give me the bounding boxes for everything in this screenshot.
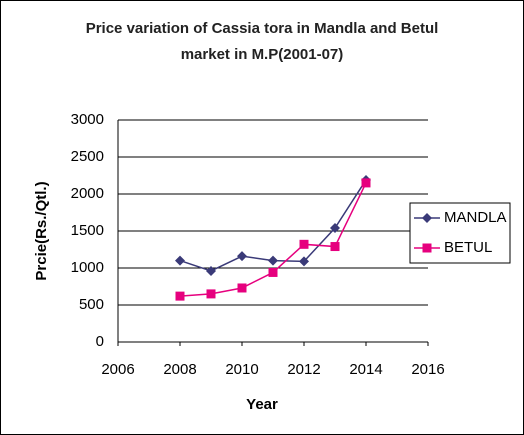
legend-box [409,202,511,264]
legend-label: BETUL [444,239,492,256]
data-point [330,223,340,234]
y-tick-label: 2500 [71,148,104,165]
data-point [237,251,247,262]
chart-title: Price variation of Cassia tora in Mandla… [85,20,439,63]
y-tick-label: 3000 [71,111,104,128]
data-point [268,267,278,277]
data-point [268,255,278,266]
y-tick-label: 1500 [71,222,104,239]
data-point [361,178,371,188]
data-point [206,265,216,276]
x-tick-label: 2016 [411,361,444,378]
y-tick-label: 0 [96,333,104,350]
data-point [237,283,247,293]
x-tick-label: 2006 [101,361,134,378]
y-tick-label: 500 [79,296,104,313]
legend-marker [422,243,432,253]
x-tick-label: 2014 [349,361,382,378]
data-point [299,239,309,249]
x-tick-label: 2008 [163,361,196,378]
legend-label: MANDLA [444,209,507,226]
y-tick-label: 1000 [71,259,104,276]
y-axis-label: Prcie(Rs./Qtl.) [33,181,50,280]
data-point [330,242,340,252]
x-tick-label: 2012 [287,361,320,378]
data-point [206,289,216,299]
x-axis-label: Year [246,396,278,413]
x-tick-label: 2010 [225,361,258,378]
legend-marker [422,213,432,223]
data-point [175,291,185,301]
data-point [299,256,309,267]
data-point [175,255,185,266]
y-tick-label: 2000 [71,185,104,202]
